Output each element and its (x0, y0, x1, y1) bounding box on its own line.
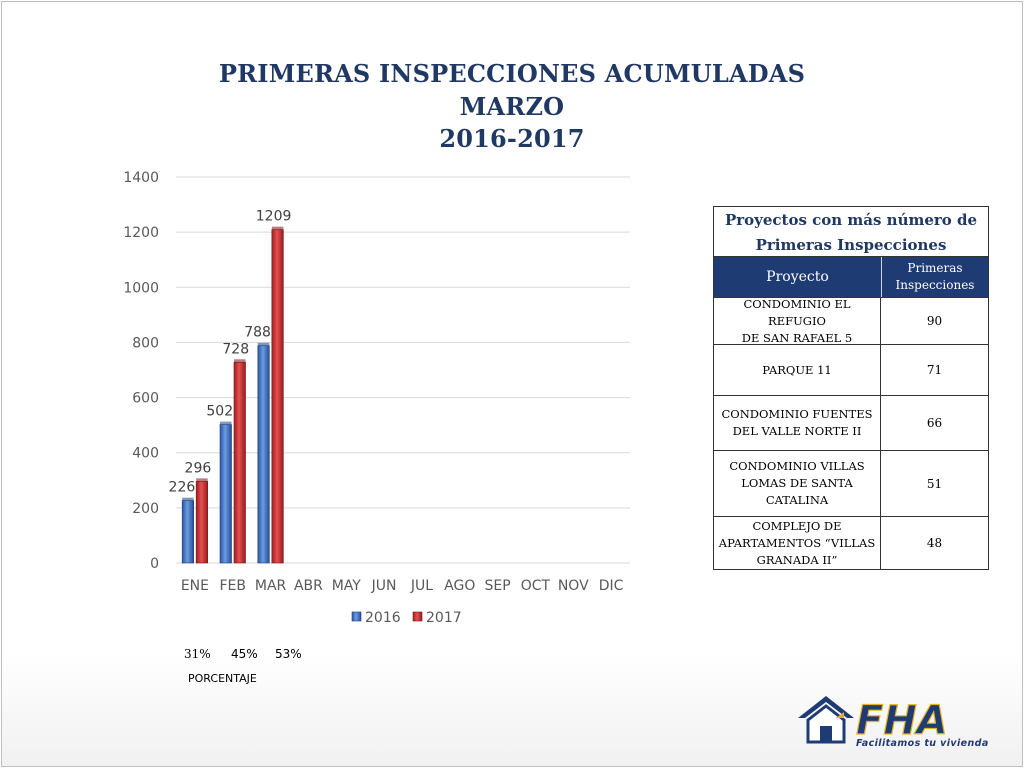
bar-2016-mar (257, 345, 270, 564)
y-tick-label: 1000 (123, 280, 159, 296)
legend-swatch-2016 (351, 611, 362, 622)
table-row: COMPLEJO DE APARTAMENTOS “VILLAS GRANADA I… (714, 517, 988, 569)
project-name-line: PARQUE 11 (762, 362, 832, 377)
x-tick-label: FEB (219, 578, 246, 594)
y-tick-label: 200 (132, 501, 159, 517)
data-label: 728 (222, 341, 249, 357)
header-count: Primeras Inspecciones (882, 257, 988, 297)
bar-2017-ene (195, 481, 208, 564)
project-name-cell: CONDOMINIO EL REFUGIO DE SAN RAFAEL 5 (714, 296, 881, 345)
table-header: Proyecto Primeras Inspecciones (714, 257, 988, 298)
x-tick-label: DIC (599, 578, 624, 594)
project-count-cell: 71 (926, 363, 943, 377)
table-caption-line-2: Primeras Inspecciones (755, 236, 947, 254)
project-name-line: APARTAMENTOS “VILLAS (718, 535, 876, 550)
project-name-line: DE SAN RAFAEL 5 (741, 330, 853, 345)
table-row: CONDOMINIO EL REFUGIO DE SAN RAFAEL 5 90 (714, 296, 988, 345)
table-row: PARQUE 11 71 (714, 345, 988, 396)
project-name-line: CONDOMINIO EL REFUGIO (743, 296, 851, 328)
project-count-cell: 66 (926, 416, 943, 430)
project-count-cell: 51 (926, 476, 943, 491)
x-tick-label: MAY (332, 578, 362, 594)
legend-label-2016: 2016 (365, 610, 401, 626)
bar-cap (220, 421, 232, 425)
legend-label-2017: 2017 (426, 610, 462, 626)
title-line-3: 2016-2017 (439, 124, 585, 153)
project-name-line: LOMAS DE SANTA (741, 476, 853, 490)
bar-chart: 0 200 400 600 800 1000 1200 1400 226 502 788 296 72… (123, 170, 630, 626)
bar-2017-mar (271, 229, 284, 564)
x-tick-label: AGO (444, 578, 475, 594)
legend-swatch-2017 (412, 611, 423, 622)
percentage-ene: 31% (184, 647, 211, 661)
x-tick-label: MAR (255, 578, 287, 594)
data-label: 788 (244, 325, 271, 341)
project-count-cell: 90 (926, 314, 943, 328)
table-caption-line-1: Proyectos con más número de (724, 211, 978, 229)
y-tick-label: 400 (132, 446, 159, 462)
y-tick-label: 800 (132, 335, 159, 351)
project-name-cell: PARQUE 11 (714, 345, 881, 395)
bar-2016-ene (181, 500, 194, 564)
logo-tagline: Facilitamos tu vivienda (856, 738, 989, 749)
project-name-line: CONDOMINIO FUENTES (721, 407, 873, 421)
project-name-line: CONDOMINIO VILLAS (729, 459, 865, 473)
data-label: 226 (169, 480, 196, 496)
percentage-label: PORCENTAJE (188, 672, 257, 685)
project-name-line: CATALINA (765, 493, 829, 507)
bar-cap (182, 497, 194, 501)
fha-logo: FHA (798, 696, 948, 745)
bar-cap (234, 359, 246, 363)
bar-cap (196, 478, 208, 482)
project-name-line: GRANADA II” (756, 552, 838, 567)
table-row: CONDOMINIO VILLAS LOMAS DE SANTA CATALINA 5… (714, 451, 988, 517)
x-tick-label: ABR (294, 578, 323, 594)
title-line-2: MARZO (459, 92, 565, 121)
project-name-cell: COMPLEJO DE APARTAMENTOS “VILLAS GRANADA I… (714, 517, 881, 569)
project-name-cell: CONDOMINIO VILLAS LOMAS DE SANTA CATALINA (714, 451, 881, 516)
data-label: 1209 (256, 209, 292, 225)
header-project: Proyecto (714, 257, 882, 297)
projects-table: Proyectos con más número de Primeras Ins… (713, 206, 989, 570)
data-label: 502 (206, 404, 233, 420)
y-tick-label: 1200 (123, 225, 159, 241)
x-tick-label: ENE (181, 578, 209, 594)
house-icon (798, 696, 854, 744)
logo-wordmark: FHA (855, 697, 948, 744)
percentage-mar: 53% (275, 647, 302, 661)
project-name-cell: CONDOMINIO FUENTES DEL VALLE NORTE II (714, 396, 881, 450)
x-tick-label: JUN (371, 578, 397, 594)
table-body: CONDOMINIO EL REFUGIO DE SAN RAFAEL 5 90 PA… (714, 296, 988, 569)
y-tick-label: 0 (150, 556, 159, 572)
bar-2016-feb (219, 424, 232, 564)
x-tick-label: SEP (484, 578, 510, 594)
title-line-1: PRIMERAS INSPECCIONES ACUMULADAS (218, 59, 806, 88)
header-count-line-2: Inspecciones (895, 278, 975, 292)
header-count-line-1: Primeras (907, 261, 963, 275)
x-tick-label: JUL (410, 578, 433, 594)
y-tick-label: 1400 (123, 170, 159, 186)
project-name-line: COMPLEJO DE (752, 518, 842, 533)
data-label: 296 (185, 460, 212, 476)
table-caption: Proyectos con más número de Primeras Ins… (714, 207, 988, 257)
logo-text: FHA (856, 698, 948, 744)
project-count-cell: 48 (926, 536, 943, 550)
project-name-line: DEL VALLE NORTE II (732, 424, 862, 438)
x-tick-label: NOV (558, 578, 589, 594)
x-tick-label: OCT (521, 578, 551, 594)
bar-cap (271, 226, 284, 230)
y-tick-label: 600 (132, 391, 159, 407)
bar-cap (257, 342, 270, 346)
table-row: CONDOMINIO FUENTES DEL VALLE NORTE II 66 (714, 396, 988, 451)
bar-2017-feb (233, 361, 246, 564)
percentage-feb: 45% (231, 647, 258, 661)
